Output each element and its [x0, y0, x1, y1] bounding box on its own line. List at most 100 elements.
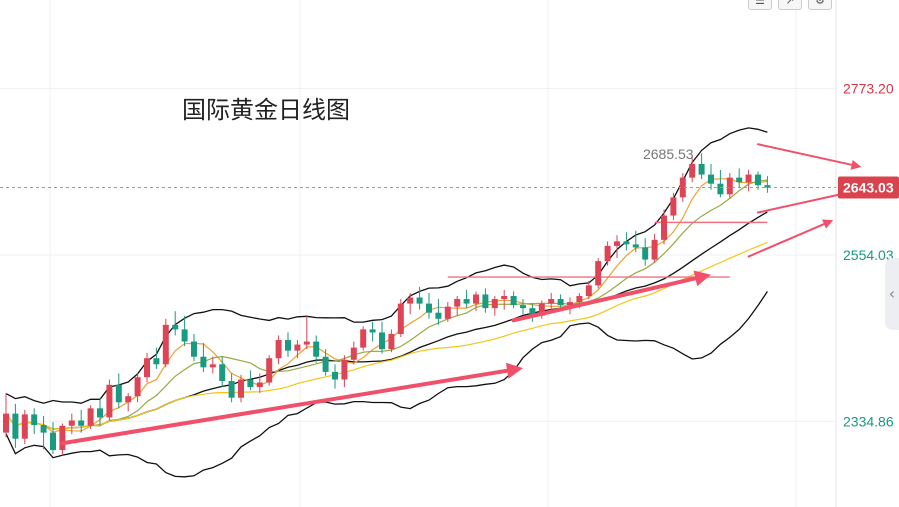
grid — [0, 0, 837, 507]
candle-body — [520, 305, 526, 309]
candle-body — [3, 413, 9, 433]
candle-body — [200, 356, 207, 368]
candle-body — [332, 371, 338, 380]
candle-body — [379, 332, 385, 350]
candle-body — [435, 312, 442, 319]
current-price-tag-box — [838, 176, 899, 199]
candle-body — [59, 425, 66, 451]
expand-button[interactable]: ↗ — [778, 0, 802, 10]
candle-body — [87, 408, 94, 426]
candle-body — [134, 377, 141, 397]
chart-title: 国际黄金日线图 — [182, 96, 350, 124]
candle-body — [40, 425, 47, 433]
candle-body — [153, 358, 160, 365]
candle-body — [661, 215, 667, 240]
candle-body — [632, 244, 639, 248]
candle-body — [604, 245, 611, 262]
candle-body — [491, 299, 498, 309]
trend-arrow-head — [822, 219, 834, 229]
candle-body — [172, 324, 179, 330]
trend-arrow-head — [505, 362, 523, 379]
candle-body — [689, 163, 696, 178]
candle-body — [322, 356, 329, 372]
candle-body — [726, 177, 733, 195]
candle-body — [181, 329, 188, 342]
trend-arrow-shaft — [747, 223, 826, 258]
candle-body — [482, 294, 489, 309]
candlesticks — [3, 153, 771, 456]
candle-body — [463, 299, 470, 304]
level-lines — [447, 221, 768, 278]
candle-body — [397, 303, 404, 334]
trend-arrow-shaft — [60, 368, 510, 446]
candle-body — [341, 359, 348, 380]
candle-body — [209, 364, 216, 368]
candle-body — [266, 358, 273, 383]
candle-body — [755, 174, 761, 186]
trend-arrow-shaft — [511, 276, 698, 323]
settings-button[interactable]: ⚙ — [808, 0, 832, 10]
candle-body — [144, 358, 150, 378]
current-price-tag[interactable]: 2643.03 — [838, 176, 899, 199]
peak-price-label: 2685.53 — [643, 146, 694, 162]
candle-body — [191, 341, 197, 357]
candle-body — [510, 296, 517, 306]
candle-body — [68, 420, 75, 426]
bollinger-bands — [5, 127, 768, 478]
candle-body — [238, 379, 244, 398]
trend-arrows — [60, 143, 862, 446]
candle-body — [21, 414, 28, 439]
candle-body — [444, 306, 451, 319]
expand-icon: ↗ — [785, 0, 795, 7]
candle-body — [78, 420, 85, 426]
candle-body — [454, 299, 461, 307]
candle-body — [360, 329, 367, 348]
ma-5-line — [5, 178, 768, 433]
candle-body — [614, 241, 620, 246]
candle-body — [642, 247, 649, 260]
side-panel-toggle[interactable]: ‹ — [885, 258, 899, 330]
candle-body — [679, 177, 686, 198]
candle-body — [350, 347, 357, 360]
trend-arrow-shaft — [757, 143, 853, 166]
candle-body — [247, 379, 254, 388]
candle-body — [736, 177, 743, 183]
ma-30-line — [5, 241, 768, 430]
candle-body — [717, 183, 724, 195]
candle-body — [745, 174, 752, 183]
candle-body — [407, 297, 414, 304]
candle-body — [426, 303, 432, 313]
candle-body — [388, 333, 395, 350]
candle-body — [294, 344, 301, 351]
candle-body — [228, 381, 235, 398]
candle-body — [764, 185, 771, 188]
candle-body — [303, 341, 310, 345]
y-tick-label: 2334.86 — [843, 413, 894, 429]
current-price-value: 2643.03 — [843, 179, 894, 195]
candle-body — [501, 296, 508, 300]
candle-body — [576, 296, 583, 303]
bollinger-upper — [5, 127, 768, 404]
candle-body — [529, 308, 536, 316]
candle-body — [369, 329, 376, 333]
candle-body — [285, 340, 291, 351]
candle-body — [97, 408, 103, 418]
candle-body — [595, 261, 602, 286]
candle-body — [106, 384, 113, 418]
moving-averages — [5, 178, 768, 433]
candle-body — [548, 299, 555, 304]
trend-arrow-head — [693, 270, 711, 287]
candle-body — [115, 384, 122, 403]
trend-arrow-head — [850, 159, 862, 170]
candle-body — [623, 241, 630, 245]
candle-body — [256, 382, 263, 388]
ma-10-line — [5, 179, 768, 430]
y-tick-label: 2773.20 — [843, 81, 894, 97]
candle-body — [125, 396, 132, 403]
candle-body — [538, 303, 545, 316]
candle-body — [698, 163, 705, 175]
menu-button[interactable]: ☰ — [748, 0, 772, 10]
settings-icon: ⚙ — [815, 0, 825, 7]
trend-arrow-shaft — [757, 190, 853, 214]
